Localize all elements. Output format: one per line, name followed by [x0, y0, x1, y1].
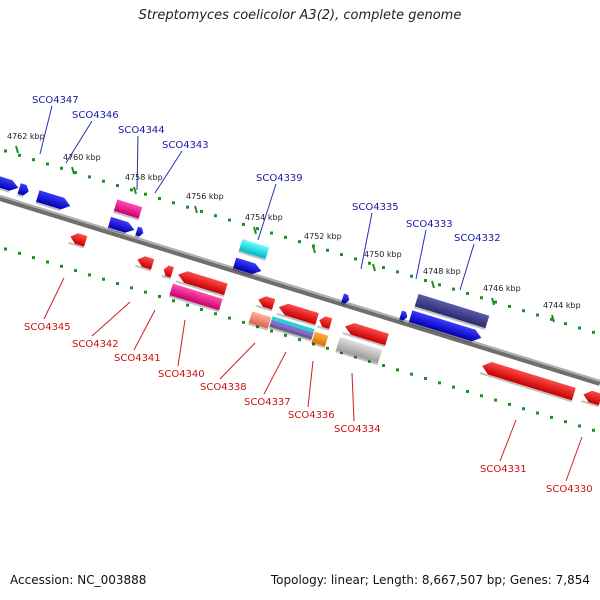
scale-tick [551, 314, 555, 323]
scale-tick [253, 226, 257, 235]
gene-block [161, 265, 174, 280]
leader-line [351, 372, 355, 422]
gene-block [335, 336, 383, 366]
scale-tick-label: 4760 kbp [63, 153, 101, 162]
leader-line [65, 120, 93, 164]
gene-label-forward: SCO4332 [454, 233, 501, 244]
gene-block [276, 303, 319, 327]
gene-block [342, 323, 389, 348]
gene-label-reverse: SCO4341 [114, 353, 161, 364]
gene-label-forward: SCO4333 [406, 219, 453, 230]
gene-label-forward: SCO4339 [256, 173, 303, 184]
scale-tick-label: 4750 kbp [364, 250, 402, 259]
gene-block [107, 216, 135, 235]
leader-line [565, 436, 583, 482]
leader-line [91, 301, 131, 337]
gene-label-forward: SCO4347 [32, 95, 79, 106]
gene-block [581, 390, 600, 408]
leader-line [459, 243, 475, 291]
scale-tick [194, 205, 198, 214]
gene-block [68, 233, 88, 249]
scale-tick-label: 4752 kbp [304, 232, 342, 241]
gene-block [0, 174, 19, 193]
gene-block [232, 257, 262, 276]
gene-block [414, 293, 490, 331]
leader-line [154, 150, 183, 194]
gene-block [17, 183, 29, 198]
gene-block [168, 283, 223, 313]
gene-block [317, 316, 333, 331]
leader-line [133, 309, 156, 351]
scale-tick [431, 280, 435, 289]
genome-backbone [0, 195, 600, 386]
genome-stats-label: Topology: linear; Length: 8,667,507 bp; … [270, 573, 590, 587]
gene-block [268, 316, 315, 342]
genome-title: Streptomyces coelicolor A3(2), complete … [138, 8, 462, 23]
leader-line [43, 277, 65, 320]
scale-tick [15, 145, 19, 154]
leader-line [263, 351, 287, 395]
scale-tick-label: 4762 kbp [7, 132, 45, 141]
reverse-strand-guide [4, 247, 595, 432]
leader-line [136, 135, 139, 191]
gene-label-reverse: SCO4340 [158, 369, 205, 380]
scale-tick-label: 4744 kbp [543, 301, 581, 310]
gene-label-forward: SCO4346 [72, 110, 119, 121]
scale-tick [372, 263, 376, 272]
gene-block [134, 226, 144, 239]
gene-block [311, 331, 329, 349]
gene-block [256, 296, 276, 312]
gene-block [238, 239, 270, 261]
gene-label-reverse: SCO4334 [334, 424, 381, 435]
gene-block [398, 310, 408, 323]
gene-label-forward: SCO4335 [352, 202, 399, 213]
gene-label-forward: SCO4343 [162, 140, 209, 151]
gene-label-reverse: SCO4331 [480, 464, 527, 475]
leader-line [415, 229, 427, 280]
gene-block [479, 362, 576, 403]
gene-label-reverse: SCO4336 [288, 410, 335, 421]
leader-line [257, 183, 277, 241]
scale-tick-label: 4748 kbp [423, 267, 461, 276]
gene-block [248, 311, 272, 331]
scale-tick-label: 4746 kbp [483, 284, 521, 293]
gene-block [340, 293, 350, 306]
gene-block [175, 271, 228, 298]
scale-tick [491, 297, 495, 306]
accession-label: Accession: NC_003888 [10, 573, 147, 587]
gene-label-reverse: SCO4330 [546, 484, 593, 495]
scale-tick-label: 4754 kbp [245, 213, 283, 222]
gene-block [113, 199, 143, 221]
gene-label-reverse: SCO4338 [200, 382, 247, 393]
scale-tick [71, 166, 75, 175]
leader-line [39, 105, 53, 155]
gene-block [135, 256, 155, 272]
scale-tick [312, 245, 316, 254]
leader-line [499, 419, 517, 462]
leader-line [307, 360, 314, 408]
gene-block [408, 310, 482, 344]
gene-label-reverse: SCO4342 [72, 339, 119, 350]
gene-label-forward: SCO4344 [118, 125, 165, 136]
gene-label-reverse: SCO4345 [24, 322, 71, 333]
leader-line [219, 342, 256, 380]
scale-tick-label: 4758 kbp [125, 173, 163, 182]
leader-line [360, 212, 373, 270]
scale-tick-label: 4756 kbp [186, 192, 224, 201]
leader-line [177, 319, 186, 367]
gene-block [35, 190, 71, 212]
gene-label-reverse: SCO4337 [244, 397, 291, 408]
scale-tick [133, 186, 137, 195]
